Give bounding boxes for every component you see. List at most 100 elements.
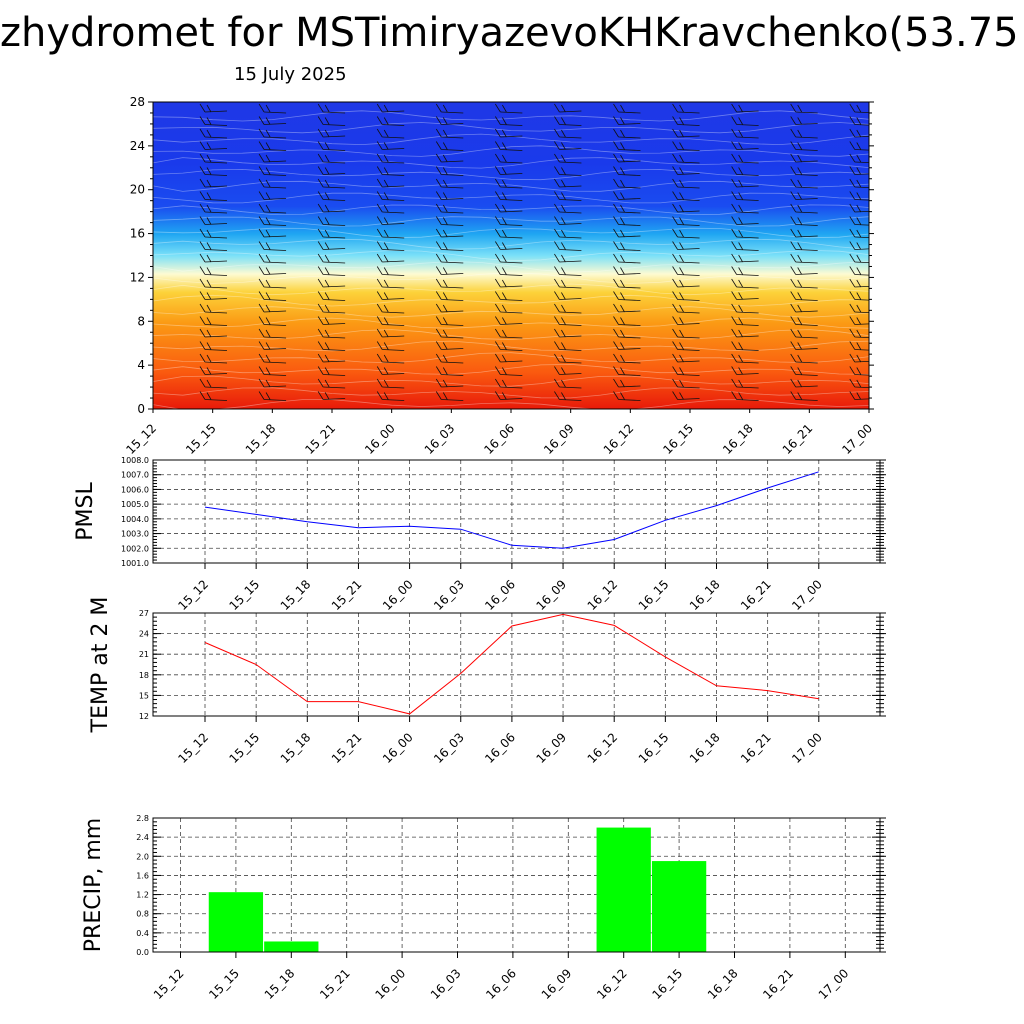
wind-barb-flag bbox=[442, 192, 448, 200]
wind-barb-shaft bbox=[441, 385, 464, 388]
wind-barb-flag bbox=[620, 329, 625, 338]
wind-barb-flag bbox=[554, 266, 560, 275]
wind-barb-shaft bbox=[736, 174, 759, 176]
wind-barb-shaft bbox=[854, 186, 869, 189]
wind-barb-flag bbox=[317, 203, 324, 213]
contour-line bbox=[153, 363, 869, 375]
wind-barb-flag bbox=[790, 203, 797, 213]
x-tick-label: 16_21 bbox=[780, 421, 816, 457]
wind-barb-flag bbox=[206, 154, 212, 163]
wind-barb-flag bbox=[916, 268, 920, 275]
wind-barb-flag bbox=[731, 366, 737, 375]
wind-barb-flag bbox=[679, 154, 684, 163]
wind-barb-shaft bbox=[382, 211, 405, 214]
wind-barb-shaft bbox=[264, 123, 287, 125]
wind-barb-flag bbox=[620, 142, 625, 150]
wind-barb-shaft bbox=[264, 310, 287, 313]
wind-barb-flag bbox=[672, 203, 678, 213]
wind-barb-flag bbox=[731, 216, 737, 225]
wind-barb-flag bbox=[258, 303, 265, 313]
wind-barb-flag bbox=[376, 378, 383, 388]
wind-barb-flag bbox=[731, 203, 737, 213]
wind-barb-flag bbox=[495, 141, 501, 150]
wind-barb-flag bbox=[613, 378, 619, 388]
wind-barb-flag bbox=[258, 353, 265, 363]
wind-barb-shaft bbox=[500, 161, 523, 164]
wind-barb-flag bbox=[495, 266, 501, 275]
wind-barb-flag bbox=[376, 353, 383, 363]
wind-barb-flag bbox=[797, 217, 803, 225]
wind-barb-flag bbox=[502, 117, 507, 125]
wind-barb-flag bbox=[613, 216, 619, 225]
wind-barb-flag bbox=[554, 228, 560, 238]
wind-barb-flag bbox=[909, 117, 914, 125]
wind-barb-flag bbox=[199, 253, 206, 263]
wind-barb-flag bbox=[916, 180, 920, 187]
wind-barb-flag bbox=[738, 204, 743, 213]
contour-line bbox=[153, 122, 869, 134]
wind-barb-flag bbox=[849, 353, 856, 363]
wind-barb-flag bbox=[849, 228, 856, 238]
wind-barb-flag bbox=[258, 391, 265, 400]
wind-barb-flag bbox=[790, 391, 797, 400]
wind-barb-flag bbox=[258, 316, 265, 325]
x-tick-label: 16_09 bbox=[541, 421, 577, 457]
wind-barb-shaft bbox=[618, 374, 641, 376]
wind-barb-flag bbox=[265, 317, 271, 325]
wind-barb-flag bbox=[790, 153, 797, 163]
wind-barb-flag bbox=[916, 193, 920, 200]
wind-barb-shaft bbox=[441, 273, 464, 275]
wind-barb-flag bbox=[856, 379, 862, 388]
wind-barb-flag bbox=[258, 116, 265, 125]
wind-barb-shaft bbox=[854, 248, 869, 250]
wind-barb-flag bbox=[561, 317, 566, 325]
wind-barb-flag bbox=[206, 129, 212, 138]
wind-barb-shaft bbox=[204, 161, 228, 164]
y-tick-label: 1.6 bbox=[136, 871, 149, 880]
wind-barb-flag bbox=[383, 217, 389, 225]
wind-barb-shaft bbox=[500, 311, 523, 314]
wind-barb-flag bbox=[731, 153, 737, 163]
wind-barb-shaft bbox=[323, 124, 346, 126]
wind-barb-flag bbox=[613, 278, 619, 288]
wind-barb-flag bbox=[909, 242, 914, 250]
wind-barb-flag bbox=[502, 217, 507, 225]
wind-barb-flag bbox=[679, 104, 684, 113]
wind-barb-flag bbox=[317, 291, 324, 300]
wind-barb-shaft bbox=[677, 224, 700, 226]
wind-barb-shaft bbox=[500, 135, 523, 138]
wind-barb-shaft bbox=[677, 236, 700, 239]
wind-barb-shaft bbox=[264, 299, 287, 301]
wind-barb-flag bbox=[265, 192, 271, 200]
y-tick-label: 20 bbox=[130, 183, 145, 197]
wind-barb-shaft bbox=[795, 149, 818, 151]
wind-barb-shaft bbox=[677, 349, 700, 351]
wind-barb-flag bbox=[435, 328, 442, 338]
wind-barb-flag bbox=[738, 242, 743, 250]
wind-barb-shaft bbox=[914, 111, 936, 112]
wind-barb-flag bbox=[672, 341, 678, 350]
wind-barb-shaft bbox=[914, 400, 936, 401]
wind-barb-flag bbox=[613, 128, 619, 138]
wind-barb-flag bbox=[317, 328, 324, 338]
wind-barb-flag bbox=[376, 166, 383, 175]
wind-barb-flag bbox=[317, 391, 324, 400]
wind-barb-flag bbox=[620, 379, 625, 388]
wind-barb-shaft bbox=[323, 199, 346, 201]
wind-barb-flag bbox=[502, 367, 507, 375]
wind-barb-flag bbox=[383, 154, 389, 163]
wind-barb-shaft bbox=[559, 260, 582, 263]
wind-barb-flag bbox=[916, 380, 920, 387]
wind-barb-flag bbox=[317, 153, 324, 163]
wind-barb-shaft bbox=[264, 174, 287, 176]
wind-barb-shaft bbox=[795, 123, 818, 125]
wind-barb-flag bbox=[206, 317, 212, 325]
wind-barb-shaft bbox=[204, 260, 228, 263]
wind-barb-flag bbox=[376, 241, 383, 250]
wind-barb-shaft bbox=[441, 310, 464, 313]
wind-barb-flag bbox=[561, 329, 566, 338]
wind-barb-flag bbox=[797, 379, 803, 388]
wind-barb-shaft bbox=[854, 274, 869, 276]
wind-barb-flag bbox=[916, 280, 920, 287]
wind-barb-flag bbox=[613, 116, 619, 125]
